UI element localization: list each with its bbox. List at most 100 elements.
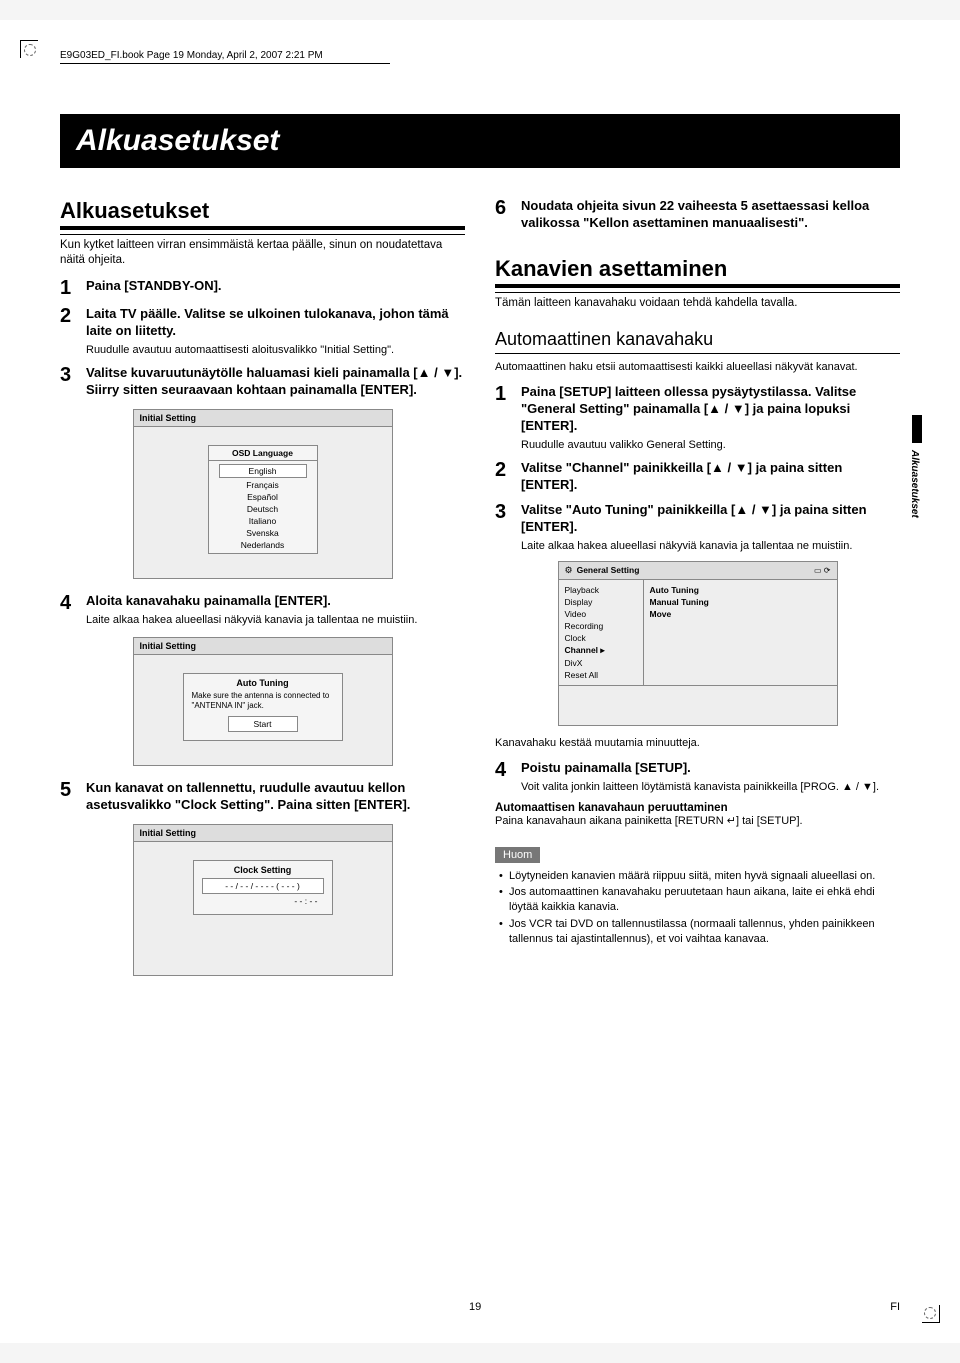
step-number: 4 <box>495 760 513 794</box>
gs-bottom-area <box>559 685 837 725</box>
osd-title: Initial Setting <box>134 410 392 427</box>
step-3: 3 Valitse kuvaruutunäytölle haluamasi ki… <box>60 365 465 399</box>
step-text: Valitse "Channel" painikkeilla [▲ / ▼] j… <box>521 460 842 492</box>
side-index-block <box>912 415 922 443</box>
step-text: Kun kanavat on tallennettu, ruudulle ava… <box>86 780 410 812</box>
osd-title: Initial Setting <box>134 638 392 655</box>
step-number: 4 <box>60 593 78 627</box>
gs-menu-item: Recording <box>565 620 637 632</box>
note-item: Löytyneiden kanavien määrä riippuu siitä… <box>499 869 900 884</box>
step-number: 1 <box>495 384 513 452</box>
side-tab-label: Alkuasetukset <box>909 450 920 518</box>
osd-title: Initial Setting <box>134 825 392 842</box>
note-item: Jos automaattinen kanavahaku peruutetaan… <box>499 885 900 915</box>
right-column: 6 Noudata ohjeita sivun 22 vaiheesta 5 a… <box>495 198 900 976</box>
step-5: 5 Kun kanavat on tallennettu, ruudulle a… <box>60 780 465 814</box>
section-intro: Kun kytket laitteen virran ensimmäistä k… <box>60 238 465 268</box>
step-text: Poistu painamalla [SETUP]. <box>521 760 691 775</box>
osd-language-list: English Français Español Deutsch Italian… <box>209 461 317 553</box>
step-2-1: 1 Paina [SETUP] laitteen ollessa pysäyty… <box>495 384 900 452</box>
osd-lang-item: Nederlands <box>219 539 307 551</box>
step-subtext: Laite alkaa hakea alueellasi näkyviä kan… <box>86 613 465 627</box>
step-2-2: 2 Valitse "Channel" painikkeilla [▲ / ▼]… <box>495 460 900 494</box>
step-6: 6 Noudata ohjeita sivun 22 vaiheesta 5 a… <box>495 198 900 232</box>
step-text: Paina [SETUP] laitteen ollessa pysäytyst… <box>521 384 856 433</box>
step-4: 4 Aloita kanavahaku painamalla [ENTER]. … <box>60 593 465 627</box>
osd-lang-item: Deutsch <box>219 503 307 515</box>
note-label: Huom <box>495 847 540 863</box>
gs-menu-item: Video <box>565 608 637 620</box>
step-subtext: Ruudulle avautuu automaattisesti aloitus… <box>86 343 465 357</box>
gs-header-icons: ▭ ⟳ <box>814 566 830 575</box>
cancel-heading: Automaattisen kanavahaun peruuttaminen <box>495 802 900 814</box>
step-number: 3 <box>495 502 513 553</box>
subsection-title: Automaattinen kanavahaku <box>495 329 900 354</box>
step-text: Laita TV päälle. Valitse se ulkoinen tul… <box>86 306 449 338</box>
osd-panel-title: Clock Setting <box>202 865 324 875</box>
step-2-4: 4 Poistu painamalla [SETUP]. Voit valita… <box>495 760 900 794</box>
osd-autotuning-screenshot: Initial Setting Auto Tuning Make sure th… <box>133 637 393 766</box>
step-number: 1 <box>60 278 78 298</box>
step-text: Aloita kanavahaku painamalla [ENTER]. <box>86 593 331 608</box>
step-number: 5 <box>60 780 78 814</box>
osd-lang-item: Italiano <box>219 515 307 527</box>
osd-panel-title: Auto Tuning <box>192 678 334 688</box>
left-column: Alkuasetukset Kun kytket laitteen virran… <box>60 198 465 976</box>
step-1: 1 Paina [STANDBY-ON]. <box>60 278 465 298</box>
gs-submenu-item: Move <box>650 608 831 620</box>
gear-icon: ⚙ <box>565 565 573 576</box>
step-text: Paina [STANDBY-ON]. <box>86 278 222 293</box>
step-number: 3 <box>60 365 78 399</box>
cancel-text: Paina kanavahaun aikana painiketta [RETU… <box>495 814 900 828</box>
gs-menu-item: DivX <box>565 657 637 669</box>
osd-clock-date: - - / - - / - - - - ( - - - ) <box>202 878 324 894</box>
crop-mark-bottom-right <box>922 1305 940 1323</box>
osd-auto-text: Make sure the antenna is connected to "A… <box>192 691 334 710</box>
note-item: Jos VCR tai DVD on tallennustilassa (nor… <box>499 917 900 947</box>
section-title: Alkuasetukset <box>60 198 465 230</box>
manual-page: E9G03ED_FI.book Page 19 Monday, April 2,… <box>0 20 960 1343</box>
crop-mark-top-left <box>20 40 38 58</box>
lang-code: FI <box>890 1301 900 1313</box>
book-header: E9G03ED_FI.book Page 19 Monday, April 2,… <box>60 50 390 64</box>
step-text: Noudata ohjeita sivun 22 vaiheesta 5 ase… <box>521 198 869 230</box>
page-footer: 19 FI <box>60 1301 900 1313</box>
gs-title-text: General Setting <box>577 565 810 575</box>
osd-lang-item: Español <box>219 491 307 503</box>
note-list: Löytyneiden kanavien määrä riippuu siitä… <box>499 869 900 947</box>
step-2: 2 Laita TV päälle. Valitse se ulkoinen t… <box>60 306 465 357</box>
osd-lang-item: Français <box>219 479 307 491</box>
osd-language-screenshot: Initial Setting OSD Language English Fra… <box>133 409 393 579</box>
arrow-right-icon: ▸ <box>600 645 604 655</box>
gs-left-menu: Playback Display Video Recording Clock C… <box>559 580 644 685</box>
osd-panel-title: OSD Language <box>209 446 317 461</box>
step-subtext: Laite alkaa hakea alueellasi näkyviä kan… <box>521 539 900 553</box>
step-subtext: Ruudulle avautuu valikko General Setting… <box>521 438 900 452</box>
post-gs-text: Kanavahaku kestää muutamia minuutteja. <box>495 736 900 750</box>
osd-lang-item: Svenska <box>219 527 307 539</box>
gs-submenu-item: Auto Tuning <box>650 584 831 596</box>
osd-general-setting-screenshot: ⚙ General Setting ▭ ⟳ Playback Display V… <box>558 561 838 726</box>
osd-start-button: Start <box>228 716 298 732</box>
step-number: 2 <box>60 306 78 357</box>
step-number: 2 <box>495 460 513 494</box>
page-number: 19 <box>469 1301 481 1313</box>
gs-submenu-item: Manual Tuning <box>650 596 831 608</box>
osd-clock-time: - - : - - <box>202 896 324 906</box>
osd-lang-item: English <box>219 464 307 478</box>
two-column-layout: Alkuasetukset Kun kytket laitteen virran… <box>60 198 900 976</box>
step-text: Valitse kuvaruutunäytölle haluamasi kiel… <box>86 365 462 397</box>
gs-menu-item: Clock <box>565 632 637 644</box>
gs-menu-item-selected: Channel ▸ <box>565 644 637 657</box>
chapter-title-bar: Alkuasetukset <box>60 114 900 168</box>
gs-menu-item: Playback <box>565 584 637 596</box>
subsection-intro: Automaattinen haku etsii automaattisesti… <box>495 360 900 374</box>
gs-menu-item: Reset All <box>565 669 637 681</box>
step-2-3: 3 Valitse "Auto Tuning" painikkeilla [▲ … <box>495 502 900 553</box>
osd-clock-screenshot: Initial Setting Clock Setting - - / - - … <box>133 824 393 976</box>
step-number: 6 <box>495 198 513 232</box>
section-intro: Tämän laitteen kanavahaku voidaan tehdä … <box>495 296 900 311</box>
section-title: Kanavien asettaminen <box>495 256 900 288</box>
step-subtext: Voit valita jonkin laitteen löytämistä k… <box>521 780 900 794</box>
gs-menu-item: Display <box>565 596 637 608</box>
